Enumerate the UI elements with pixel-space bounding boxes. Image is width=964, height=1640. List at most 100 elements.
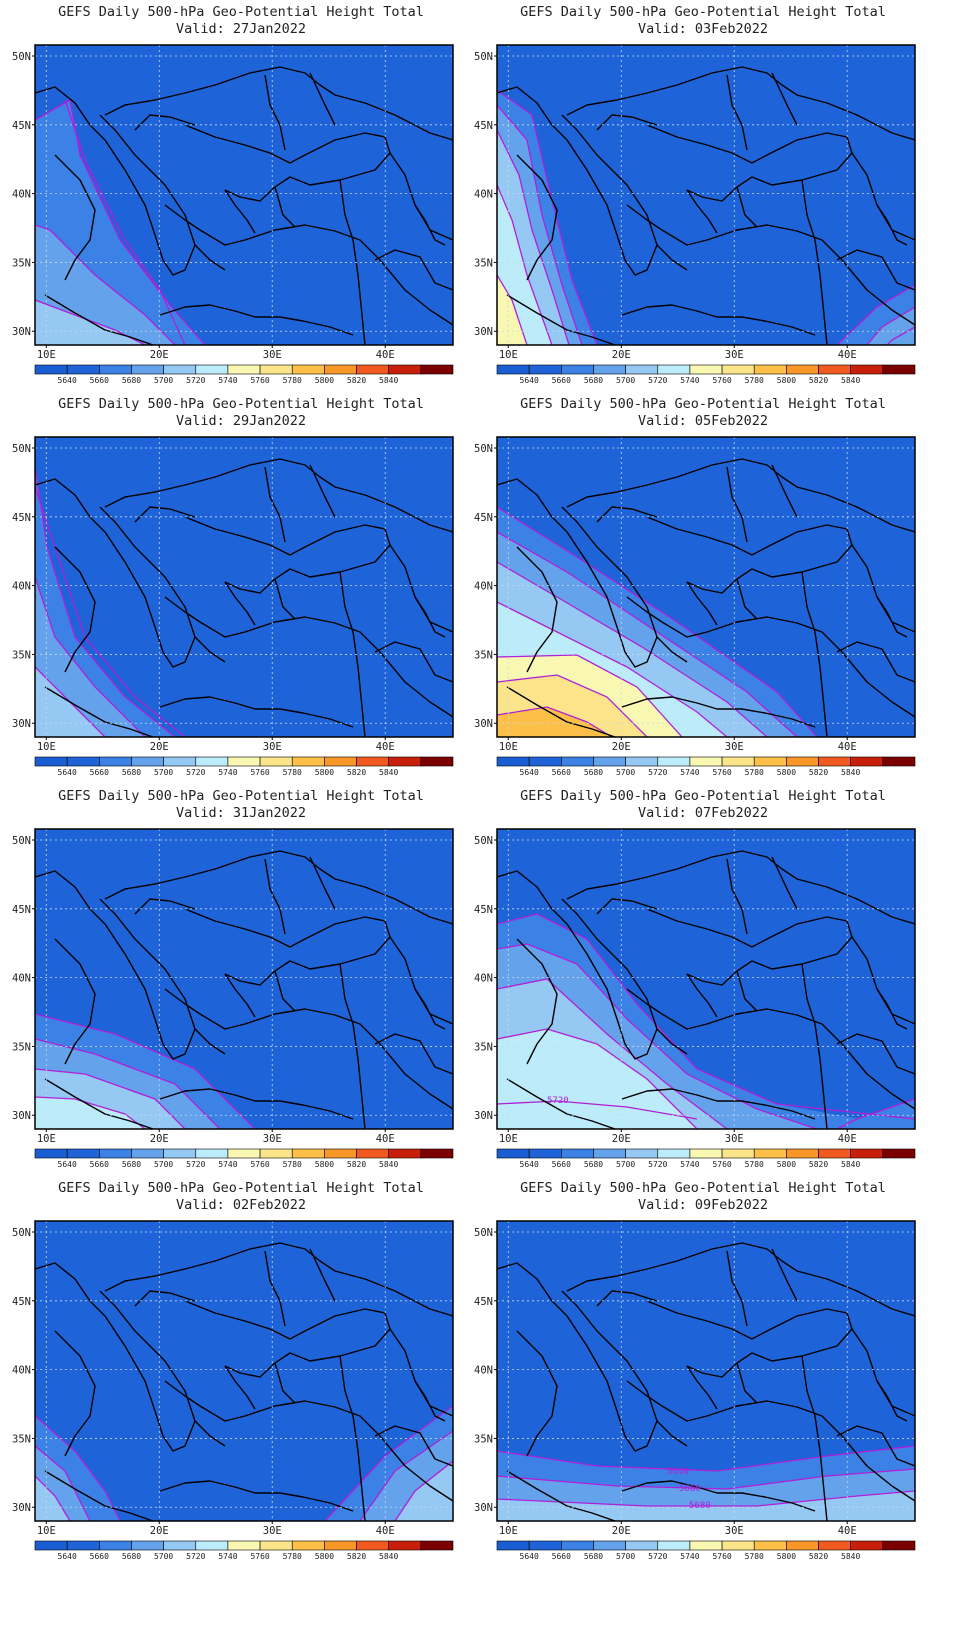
height-contour xyxy=(497,184,553,345)
colorbar-label: 5800 xyxy=(315,376,334,385)
colorbar-swatch xyxy=(195,756,229,767)
colorbar-swatch xyxy=(99,364,132,375)
lon-label: 40E xyxy=(376,349,395,361)
panel-valid-date: Valid: 05Feb2022 xyxy=(637,413,769,429)
lon-label: 10E xyxy=(37,1133,56,1145)
map-canvas: 50N 45N 40N 35N 30N 10E 20E 30E 40E 5640 5660 5680 5… xyxy=(474,436,916,777)
coastline xyxy=(801,963,828,1129)
coastline xyxy=(184,1300,391,1378)
lat-label: 35N xyxy=(474,649,493,661)
lat-label: 50N xyxy=(12,443,31,455)
colorbar-label: 5840 xyxy=(841,768,860,777)
coastline xyxy=(626,1380,915,1502)
colorbar-swatch xyxy=(496,1148,530,1159)
height-contour xyxy=(35,1013,256,1129)
coastline xyxy=(656,1420,688,1447)
lon-label: 20E xyxy=(150,1133,169,1145)
coastline xyxy=(35,1262,196,1452)
lon-label: 30E xyxy=(263,741,282,753)
lon-label: 40E xyxy=(838,1133,857,1145)
coastline xyxy=(771,1248,798,1302)
colorbar-swatch xyxy=(786,1148,819,1159)
colorbar-label: 5680 xyxy=(584,376,603,385)
coastline xyxy=(497,1262,658,1452)
height-contour xyxy=(35,1415,121,1521)
lon-label: 20E xyxy=(612,1133,631,1145)
lat-label: 30N xyxy=(474,326,493,338)
colorbar-label: 5820 xyxy=(347,1552,366,1561)
colorbar-swatch xyxy=(131,756,164,767)
colorbar-label: 5780 xyxy=(283,1160,302,1169)
lat-label: 45N xyxy=(474,1296,493,1308)
panel-title-line: GEFS Daily 500-hPa Geo-Potential Height … xyxy=(520,788,886,804)
colorbar-swatch xyxy=(356,1148,389,1159)
lat-label: 45N xyxy=(12,512,31,524)
colorbar-label: 5720 xyxy=(186,1552,205,1561)
coastline xyxy=(596,114,658,131)
lon-label: 30E xyxy=(263,1133,282,1145)
panel-title: GEFS Daily 500-hPa Geo-Potential Height … xyxy=(0,788,482,822)
lat-label: 50N xyxy=(474,835,493,847)
colorbar-label: 5680 xyxy=(584,1160,603,1169)
coastline xyxy=(621,304,816,336)
map-panel: GEFS Daily 500-hPa Geo-Potential Height … xyxy=(462,1176,944,1586)
coastline xyxy=(646,908,853,986)
colorbar-swatch xyxy=(259,1540,293,1551)
height-contour xyxy=(497,1100,698,1120)
colorbar-label: 5660 xyxy=(90,1552,109,1561)
colorbar-swatch xyxy=(163,1540,197,1551)
colorbar-swatch xyxy=(420,756,454,767)
colorbar-label: 5640 xyxy=(520,768,539,777)
height-contour xyxy=(497,129,570,345)
coastline xyxy=(274,578,296,620)
colorbar-label: 5700 xyxy=(154,768,173,777)
height-contour xyxy=(497,601,728,737)
map-canvas: 50N 45N 40N 35N 30N 10E 20E 30E 40E 5640 5660 5680 5… xyxy=(12,1220,454,1561)
colorbar-label: 5820 xyxy=(347,768,366,777)
colorbar-swatch xyxy=(657,364,691,375)
colorbar-swatch xyxy=(593,756,626,767)
coastline xyxy=(309,856,336,910)
colorbar-label: 5680 xyxy=(122,1160,141,1169)
coastline xyxy=(726,858,748,935)
lon-label: 40E xyxy=(376,741,395,753)
colorbar-label: 5760 xyxy=(712,376,731,385)
colorbar-label: 5640 xyxy=(520,1160,539,1169)
coastline xyxy=(274,186,296,228)
height-fill-region xyxy=(497,1029,697,1129)
colorbar-label: 5740 xyxy=(218,1552,237,1561)
coastline xyxy=(771,464,798,518)
colorbar-swatch xyxy=(34,1148,68,1159)
height-contour xyxy=(836,1098,915,1129)
colorbar-label: 5800 xyxy=(315,1552,334,1561)
coastline xyxy=(164,988,453,1110)
height-contour xyxy=(35,98,206,345)
colorbar-swatch xyxy=(625,1540,659,1551)
colorbar-label: 5640 xyxy=(58,376,77,385)
colorbar-swatch xyxy=(882,1540,916,1551)
lat-label: 35N xyxy=(12,1041,31,1053)
colorbar-swatch xyxy=(356,756,389,767)
coastline xyxy=(274,970,296,1012)
lon-label: 10E xyxy=(37,741,56,753)
colorbar-swatch xyxy=(259,364,293,375)
colorbar-swatch xyxy=(753,1148,787,1159)
map-canvas: 5640 5660 5680 50N 45N 40N 35N 30N 10E 20E 30E 40E 5… xyxy=(474,1220,916,1561)
height-contour xyxy=(497,943,818,1129)
height-contour xyxy=(64,99,186,345)
colorbar-swatch xyxy=(689,1148,723,1159)
lat-label: 30N xyxy=(12,1110,31,1122)
colorbar-swatch xyxy=(227,756,261,767)
colorbar-label: 5840 xyxy=(841,1552,860,1561)
height-contour xyxy=(497,978,728,1129)
coastline xyxy=(264,1250,286,1327)
coastline xyxy=(566,66,915,141)
coastline xyxy=(44,1078,154,1129)
colorbar-swatch xyxy=(388,364,422,375)
map-frame xyxy=(34,44,454,346)
lon-label: 30E xyxy=(725,741,744,753)
colorbar-label: 5720 xyxy=(186,768,205,777)
panel-valid-date: Valid: 07Feb2022 xyxy=(637,805,769,821)
map-frame xyxy=(496,828,916,1130)
map-frame xyxy=(34,436,454,738)
